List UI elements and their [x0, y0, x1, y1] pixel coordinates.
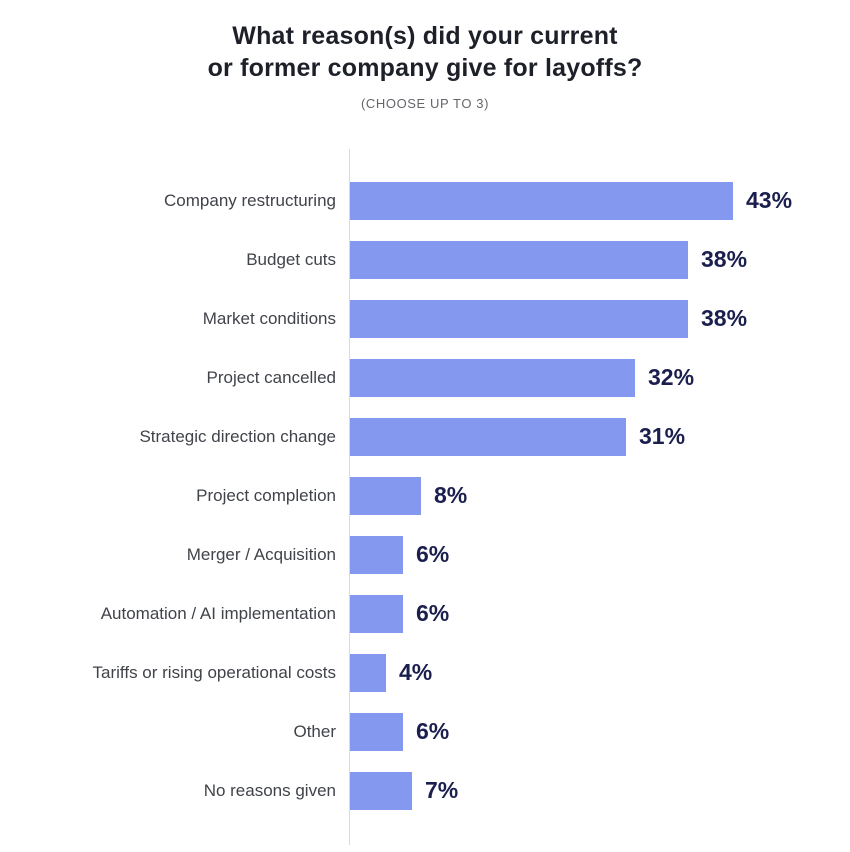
value-label: 38%: [701, 246, 748, 272]
bar-row: Merger / Acquisition 6%: [187, 525, 792, 584]
value-label: 6%: [416, 541, 450, 567]
bar-row: Market conditions 38%: [203, 289, 792, 348]
chart-header: What reason(s) did your current or forme…: [0, 0, 850, 111]
bar: [350, 771, 412, 810]
bar: [350, 712, 403, 751]
bar: [350, 653, 386, 692]
bar-row: Strategic direction change 31%: [139, 407, 792, 466]
bar: [350, 299, 688, 338]
category-label: Project cancelled: [206, 367, 336, 387]
category-label: Company restructuring: [164, 190, 336, 210]
bar-row: Project cancelled 32%: [207, 348, 792, 407]
bar-chart: Company restructuring 43% Budget cuts 38…: [0, 149, 850, 845]
value-label: 6%: [416, 718, 450, 744]
value-label: 43%: [746, 187, 793, 213]
bar: [350, 181, 733, 220]
chart-title-line-1: What reason(s) did your current: [232, 22, 618, 50]
category-label: Other: [293, 721, 336, 741]
value-label: 31%: [639, 423, 686, 449]
category-label: Budget cuts: [246, 249, 336, 269]
value-label: 8%: [434, 482, 468, 508]
chart-title-line-2: or former company give for layoffs?: [207, 54, 643, 82]
category-label: Strategic direction change: [139, 426, 336, 446]
value-label: 32%: [648, 364, 695, 390]
bar: [350, 594, 403, 633]
bar-row: Project completion 8%: [196, 466, 792, 525]
category-label: Project completion: [196, 485, 336, 505]
value-label: 4%: [399, 659, 433, 685]
bar: [350, 417, 626, 456]
bar-row: No reasons given 7%: [204, 761, 792, 820]
bar: [350, 476, 421, 515]
bar: [350, 240, 688, 279]
bar-row: Automation / AI implementation 6%: [101, 584, 792, 643]
category-label: Automation / AI implementation: [100, 603, 336, 623]
bar-row: Company restructuring 43%: [164, 171, 793, 230]
bar: [350, 535, 403, 574]
bar-row: Other 6%: [293, 702, 792, 761]
category-label: No reasons given: [203, 780, 336, 800]
chart-subtitle: (CHOOSE UP TO 3): [360, 96, 490, 111]
bar-row: Budget cuts 38%: [246, 230, 792, 289]
category-label: Tariffs or rising operational costs: [92, 662, 336, 682]
bar: [350, 358, 635, 397]
bar-rows-axis: Company restructuring 43% Budget cuts 38…: [93, 149, 793, 845]
bar-row: Tariffs or rising operational costs 4%: [93, 643, 792, 702]
value-label: 38%: [701, 305, 748, 331]
category-label: Merger / Acquisition: [186, 544, 336, 564]
value-label: 6%: [416, 600, 450, 626]
value-label: 7%: [425, 777, 459, 803]
category-label: Market conditions: [202, 308, 336, 328]
